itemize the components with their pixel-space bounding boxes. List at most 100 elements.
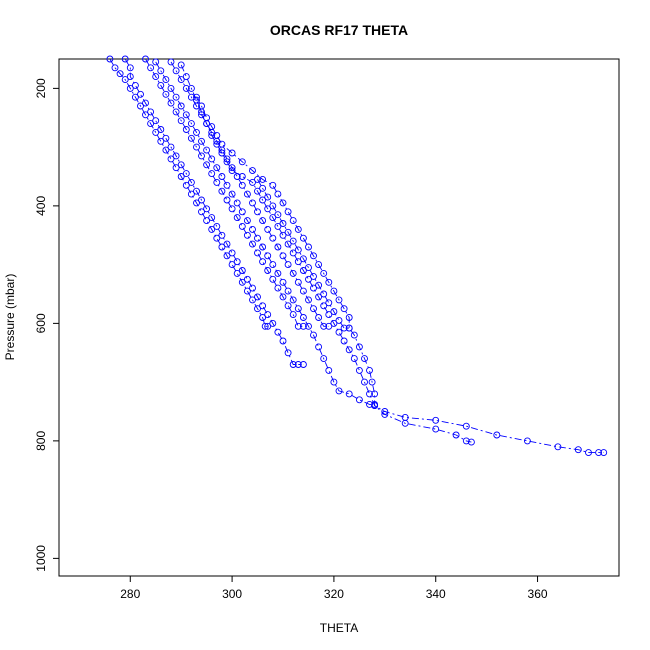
data-point [355,343,363,351]
data-point [111,64,119,72]
series-line [196,96,604,454]
data-point [345,390,353,398]
data-point [345,314,353,321]
data-point [259,243,267,251]
data-point [320,355,328,363]
data-point [121,76,129,84]
data-point [259,175,267,183]
data-point [203,114,211,122]
y-axis: 200 400 600 800 1000 [34,78,59,572]
data-point [452,431,460,439]
data-point [305,243,312,251]
data-point [116,70,124,78]
data-point [187,178,195,186]
data-point [366,390,373,398]
data-point [310,272,317,280]
data-point [238,158,246,166]
data-point [259,184,267,192]
data-point [294,322,302,330]
data-point [218,149,226,157]
data-point [131,93,139,101]
data-point [325,299,333,307]
data-point [208,225,216,233]
data-point [264,322,272,330]
data-point [182,181,190,189]
data-point [467,438,475,446]
data-point [554,443,562,451]
data-point [177,61,185,69]
data-point [284,240,292,248]
data-point [284,349,292,357]
data-point [350,331,358,339]
data-point [259,217,267,225]
data-point [294,225,302,233]
series-5 [167,58,333,330]
data-point [315,343,323,351]
data-point [345,324,353,332]
data-point [147,64,155,72]
data-point [193,96,200,104]
data-point [203,217,211,225]
data-point [182,126,190,133]
series-line [257,179,350,329]
data-point [279,220,287,227]
data-point [595,449,603,457]
data-point [289,361,297,368]
data-point [213,222,221,230]
data-point [340,337,348,345]
data-point [218,187,226,195]
data-point [182,111,190,119]
chart-title: ORCAS RF17 THETA [270,22,408,38]
data-point [320,290,328,298]
data-point [157,81,165,89]
data-point [177,76,185,84]
data-point [401,413,409,421]
data-point [126,84,134,92]
data-point [203,161,211,169]
data-point [305,275,312,283]
data-point [269,275,277,283]
data-point [368,378,376,386]
data-point [172,93,180,101]
data-point [193,128,200,136]
data-point [126,73,134,81]
data-point [213,234,221,242]
data-point [320,302,328,310]
data-point [259,258,267,266]
data-point [167,99,175,107]
data-point [203,205,211,213]
data-point [249,167,256,175]
data-point [299,314,307,321]
data-point [167,58,175,66]
data-point [147,108,155,116]
data-point [238,208,246,216]
data-point [381,408,389,415]
data-point [121,55,129,63]
series-2 [121,55,307,368]
data-point [147,120,155,128]
data-point [238,222,246,230]
data-point [243,217,251,225]
data-point [284,228,292,236]
data-point [274,284,282,292]
data-point [284,287,292,295]
data-point [432,416,440,424]
series-line [124,58,304,365]
data-point [213,131,221,139]
data-point [462,422,470,430]
data-point [269,181,277,189]
data-point [274,243,282,251]
data-point [254,208,261,216]
data-point [294,278,302,286]
data-point [254,249,261,257]
series-layer [106,55,608,457]
data-point [366,400,373,408]
data-point [294,258,302,266]
data-point [249,178,256,186]
y-tick-label: 200 [34,78,48,98]
data-point [254,293,261,301]
data-point [325,366,333,374]
data-point [361,378,368,386]
